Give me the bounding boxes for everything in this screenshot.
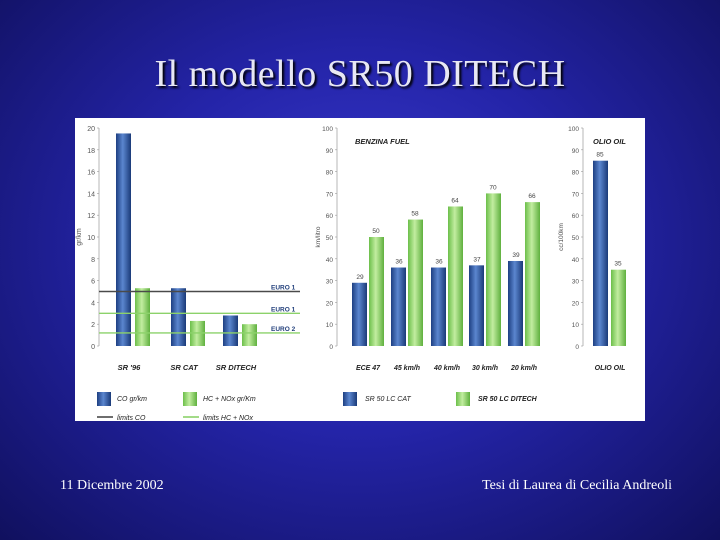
bar-lc-cat — [391, 267, 406, 346]
y-tick-label-olio: 40 — [572, 257, 580, 264]
y-tick-label-olio: 20 — [572, 300, 580, 307]
y-tick-label-olio: 50 — [572, 235, 580, 242]
bar-lc-cat — [352, 282, 367, 346]
limit-label: EURO 1 — [271, 306, 296, 313]
x-tick-label-olio: OLIO OIL — [595, 365, 626, 372]
chart-title-olio: OLIO OIL — [593, 137, 626, 146]
bar-lc-cat — [469, 265, 484, 346]
chart-figure: 20 18 16 14 12 10 8 6 4 2 0 gr/km SR '96 SR CAT SR DIT… — [75, 118, 645, 421]
bar-co — [223, 315, 238, 346]
y-tick-label-emissions: 12 — [87, 213, 95, 220]
data-label-oil-cat: 85 — [596, 152, 604, 159]
y-tick-label-benzina: 60 — [326, 213, 334, 220]
y-tick-label-emissions: 18 — [87, 148, 95, 155]
y-tick-label-emissions: 14 — [87, 191, 95, 198]
data-label-lc-ditech: 50 — [372, 228, 380, 235]
bar-hc-nox — [242, 324, 257, 346]
data-label-lc-cat: 37 — [473, 256, 481, 263]
data-label-lc-ditech: 70 — [489, 184, 497, 191]
x-tick-label-benzina: 30 km/h — [472, 365, 498, 372]
y-tick-label-emissions: 8 — [91, 257, 95, 264]
data-label-lc-ditech: 66 — [528, 193, 536, 200]
legend-label-hc-nox: HC + NOx gr/Km — [203, 396, 256, 403]
y-tick-label-olio: 10 — [572, 322, 580, 329]
legend-label-co: CO gr/km — [117, 396, 147, 403]
y-tick-label-benzina: 0 — [329, 344, 333, 351]
legend-label-lc-ditech: SR 50 LC DITECH — [478, 396, 538, 403]
bar-co — [171, 288, 186, 346]
limit-label: EURO 1 — [271, 285, 296, 292]
legend-label-limit-co: limits CO — [117, 415, 146, 421]
bar-lc-cat — [508, 260, 523, 346]
legend-label-lc-cat: SR 50 LC CAT — [365, 396, 411, 403]
y-tick-label-benzina: 50 — [326, 235, 334, 242]
legend-swatch-lc-ditech — [456, 392, 470, 406]
legend-swatch-hc-nox — [183, 392, 197, 406]
data-label-lc-cat: 29 — [356, 274, 364, 281]
y-tick-label-benzina: 10 — [326, 322, 334, 329]
footer-author: Tesi di Laurea di Cecilia Andreoli — [482, 478, 672, 493]
limit-label: EURO 2 — [271, 326, 296, 333]
data-label-oil-ditech: 35 — [614, 261, 622, 268]
y-tick-label-olio: 80 — [572, 170, 580, 177]
x-tick-label-emissions: SR DITECH — [216, 363, 257, 372]
y-tick-label-olio: 100 — [568, 126, 579, 133]
y-tick-label-benzina: 90 — [326, 148, 334, 155]
x-tick-label-benzina: 40 km/h — [433, 365, 460, 372]
y-tick-label-emissions: 10 — [87, 235, 95, 242]
x-tick-label-emissions: SR '96 — [118, 363, 141, 372]
data-label-lc-cat: 36 — [435, 259, 443, 266]
y-axis-label-benzina: km/litro — [315, 226, 322, 247]
bar-lc-ditech — [486, 193, 501, 346]
data-label-lc-cat: 39 — [512, 252, 520, 259]
y-axis-label-emissions: gr/km — [76, 228, 83, 246]
legend-swatch-lc-cat — [343, 392, 357, 406]
bar-oil-cat — [593, 160, 608, 346]
chart-title-benzina: BENZINA FUEL — [355, 137, 410, 146]
y-tick-label-emissions: 0 — [91, 344, 95, 351]
y-tick-label-benzina: 80 — [326, 170, 334, 177]
bar-lc-ditech — [369, 237, 384, 346]
bar-lc-ditech — [525, 202, 540, 346]
legend-label-limit-hc: limits HC + NOx — [203, 415, 253, 421]
bar-oil-ditech — [611, 269, 626, 346]
y-tick-label-benzina: 40 — [326, 257, 334, 264]
y-tick-label-emissions: 4 — [91, 300, 95, 307]
bar-hc-nox — [135, 288, 150, 346]
data-label-lc-ditech: 64 — [451, 197, 459, 204]
y-tick-label-emissions: 2 — [91, 322, 95, 329]
data-label-lc-cat: 36 — [395, 259, 403, 266]
y-tick-label-benzina: 30 — [326, 279, 334, 286]
y-tick-label-emissions: 16 — [87, 170, 95, 177]
bar-co — [116, 133, 131, 346]
x-tick-label-benzina: 45 km/h — [393, 365, 420, 372]
x-tick-label-emissions: SR CAT — [170, 363, 199, 372]
y-tick-label-olio: 60 — [572, 213, 580, 220]
bar-lc-cat — [431, 267, 446, 346]
bar-lc-ditech — [448, 206, 463, 346]
y-tick-label-emissions: 6 — [91, 279, 95, 286]
slide-title: Il modello SR50 DITECH — [154, 53, 566, 95]
y-tick-label-olio: 90 — [572, 148, 580, 155]
legend-swatch-co — [97, 392, 111, 406]
y-tick-label-olio: 0 — [575, 344, 579, 351]
bar-lc-ditech — [408, 219, 423, 346]
footer-date: 11 Dicembre 2002 — [60, 478, 164, 493]
x-tick-label-benzina: ECE 47 — [356, 365, 381, 372]
y-tick-label-olio: 70 — [572, 191, 580, 198]
y-tick-label-benzina: 20 — [326, 300, 334, 307]
x-tick-label-benzina: 20 km/h — [510, 365, 537, 372]
y-axis-label-olio: cc/100km — [558, 223, 565, 251]
y-tick-label-benzina: 100 — [322, 126, 333, 133]
data-label-lc-ditech: 58 — [411, 211, 419, 218]
y-tick-label-olio: 30 — [572, 279, 580, 286]
y-tick-label-emissions: 20 — [87, 126, 95, 133]
y-tick-label-benzina: 70 — [326, 191, 334, 198]
